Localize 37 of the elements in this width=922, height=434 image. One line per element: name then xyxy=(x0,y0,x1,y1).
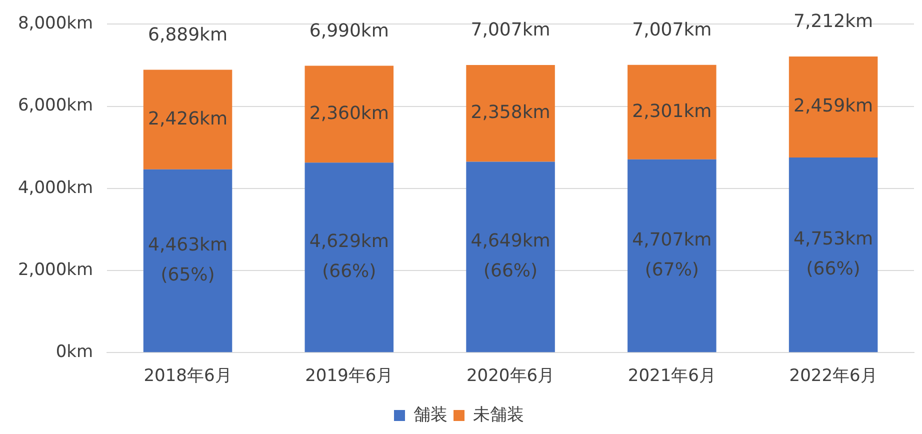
data-label: 2,459km xyxy=(794,96,874,117)
bar xyxy=(628,64,716,160)
bar xyxy=(466,162,555,352)
data-label: 2,301km xyxy=(632,100,712,122)
bar xyxy=(466,64,555,162)
data-label: 4,463km (65%) xyxy=(148,234,228,286)
y-tick-label: 0km xyxy=(56,342,94,362)
y-tick-label: 6,000km xyxy=(18,96,94,116)
bar xyxy=(788,157,878,352)
bar xyxy=(788,56,878,158)
total-label: 7,212km xyxy=(794,11,874,32)
y-tick-label: 4,000km xyxy=(18,178,94,198)
data-label: 4,649km (66%) xyxy=(470,230,550,282)
data-label: 2,426km xyxy=(148,108,228,130)
data-label: 4,753km (66%) xyxy=(794,228,874,280)
y-tick-label: 8,000km xyxy=(18,14,94,34)
total-label: 7,007km xyxy=(632,20,712,41)
x-tick-label: 2020年6月 xyxy=(466,366,555,386)
legend-label: 未舗装 xyxy=(473,404,524,425)
x-tick-label: 2022年6月 xyxy=(789,366,878,386)
total-label: 6,889km xyxy=(148,24,228,46)
y-tick-label: 2,000km xyxy=(18,260,94,280)
bar xyxy=(143,70,232,170)
bar xyxy=(628,159,716,352)
bar xyxy=(304,162,394,352)
x-tick-label: 2018年6月 xyxy=(144,366,232,386)
total-label: 7,007km xyxy=(470,20,550,41)
legend-label: 舗装 xyxy=(414,404,448,425)
total-label: 6,990km xyxy=(309,20,389,42)
bar xyxy=(304,66,394,163)
data-label: 4,707km (67%) xyxy=(632,229,712,280)
data-label: 2,360km xyxy=(309,102,389,124)
data-label: 2,358km xyxy=(470,102,550,124)
bar xyxy=(143,169,232,352)
data-label: 4,629km (66%) xyxy=(309,231,389,282)
x-tick-label: 2019年6月 xyxy=(305,366,394,386)
x-tick-label: 2021年6月 xyxy=(628,366,716,386)
